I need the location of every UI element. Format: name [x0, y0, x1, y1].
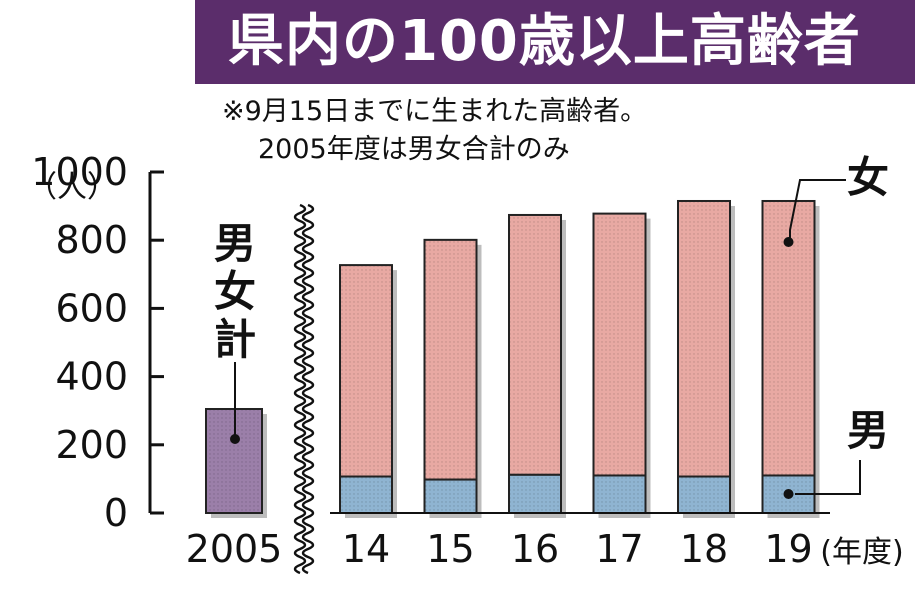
x-label-16: 16 [511, 527, 559, 571]
x-label-14: 14 [342, 527, 390, 571]
female-leader-dot [783, 237, 794, 247]
series-label-male: 男 [847, 406, 889, 455]
chart-note-2: 2005年度は男女合計のみ [258, 134, 570, 165]
bar-male-15 [423, 478, 478, 514]
female-leader [789, 179, 846, 240]
male-leader-dot [783, 489, 794, 499]
male-leader [795, 460, 861, 495]
total-bar-label-char-1: 女 [214, 267, 256, 316]
x-label-19: 19 [764, 527, 812, 571]
y-tick-label-1000: 1000 [31, 150, 128, 194]
bar-male-17 [592, 474, 647, 514]
x-axis-unit: (年度) [820, 535, 903, 570]
chart-title: 県内の100歳以上高齢者 [228, 9, 861, 74]
total-bar-leader-dot [230, 434, 240, 444]
title-band [195, 0, 915, 84]
bar-female-14 [339, 264, 393, 478]
y-axis-unit: （人） [27, 170, 117, 205]
x-label-2005: 2005 [186, 527, 283, 571]
axis-break-right [301, 203, 315, 575]
chart-note-1: ※9月15日までに生まれた高齢者。 [222, 96, 648, 127]
total-bar-label-char-2: 計 [214, 315, 256, 364]
y-tick-label-400: 400 [55, 355, 128, 399]
y-tick-label-800: 800 [55, 218, 128, 262]
bar-male-16 [508, 473, 562, 515]
bar-male-14 [339, 475, 393, 514]
bar-female-16 [508, 213, 562, 476]
x-label-18: 18 [680, 527, 728, 571]
bar-male-18 [677, 475, 731, 514]
total-bar-label-char-0: 男 [214, 219, 256, 268]
axis-break-left [293, 203, 307, 575]
series-label-female: 女 [847, 153, 889, 202]
bar-female-17 [592, 212, 647, 477]
x-label-15: 15 [426, 527, 474, 571]
bar-female-18 [677, 199, 731, 478]
y-tick-label-200: 200 [55, 423, 128, 467]
y-tick-label-0: 0 [104, 491, 128, 535]
bar-female-15 [423, 238, 478, 481]
y-tick-label-600: 600 [55, 286, 128, 330]
x-label-17: 17 [595, 527, 643, 571]
